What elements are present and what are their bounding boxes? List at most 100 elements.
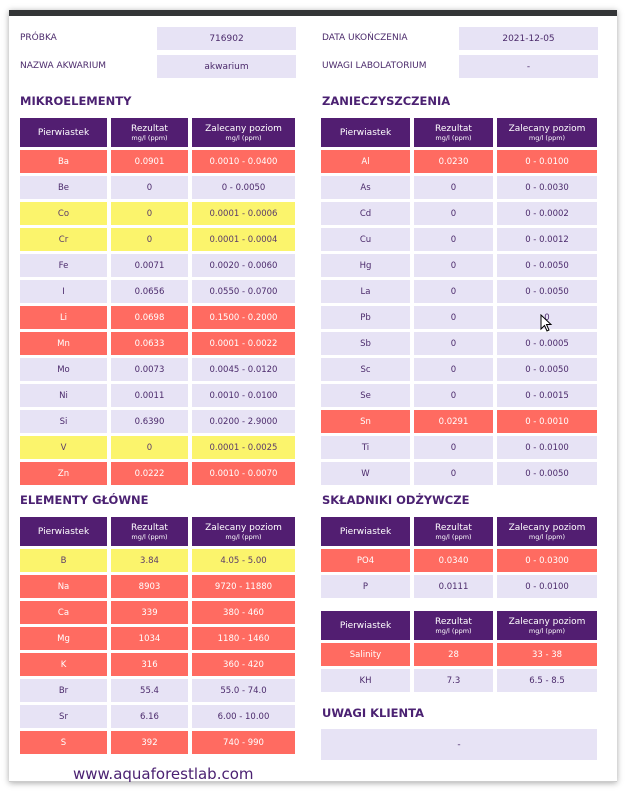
element-cell: Cu [321,228,410,251]
result-cell: 0 [414,202,493,225]
recommended-cell: 0.0010 - 0.0100 [192,384,295,407]
nutrients-table: Pierwiastek Rezultat mg/l (ppm) Zalecany po… [321,517,597,601]
table-row: Si 0.6390 0.0200 - 2.9000 [20,410,295,433]
table-header: Pierwiastek Rezultat mg/l (ppm) Zalecany po… [321,517,597,546]
element-cell: I [20,280,107,303]
result-cell: 0.0291 [414,410,493,433]
result-cell: 6.16 [111,705,188,728]
micro-table: Pierwiastek Rezultat mg/l (ppm) Zalecany po… [20,118,295,488]
recommended-cell: 0 - 0.0050 [497,358,597,381]
recommended-cell: 0 [497,306,597,329]
table-header: Pierwiastek Rezultat mg/l (ppm) Zalecany po… [321,611,597,640]
table-row: Pb 0 0 [321,306,597,329]
element-cell: Na [20,575,107,598]
recommended-cell: 0.0200 - 2.9000 [192,410,295,433]
header-result: Rezultat mg/l (ppm) [111,517,188,546]
header-recommended: Zalecany poziom mg/l (ppm) [497,517,597,546]
result-cell: 0 [414,176,493,199]
header-label: Rezultat [435,522,472,533]
top-bar [9,10,617,16]
element-cell: Ti [321,436,410,459]
unit-label: mg/l (ppm) [528,532,566,541]
unit-label: mg/l (ppm) [435,626,472,635]
element-cell: Sn [321,410,410,433]
element-cell: W [321,462,410,485]
unit-label: mg/l (ppm) [131,532,168,541]
main-table: Pierwiastek Rezultat mg/l (ppm) Zalecany po… [20,517,295,757]
recommended-cell: 0 - 0.0100 [497,150,597,173]
recommended-cell: 6.5 - 8.5 [497,669,597,692]
header-label: Zalecany poziom [205,123,282,134]
lab-notes-value: - [459,55,598,78]
element-cell: Li [20,306,107,329]
element-cell: Hg [321,254,410,277]
element-cell: Zn [20,462,107,485]
table-row: P 0.0111 0 - 0.0100 [321,575,597,598]
element-cell: V [20,436,107,459]
recommended-cell: 0 - 0.0010 [497,410,597,433]
result-cell: 7.3 [414,669,493,692]
header-label: Rezultat [131,123,168,134]
header-label: Zalecany poziom [508,123,586,134]
element-cell: Ba [20,150,107,173]
aquarium-label: NAZWA AKWARIUM [20,61,107,71]
header-label: Pierwiastek [339,127,392,138]
element-cell: Fe [20,254,107,277]
header-label: Zalecany poziom [508,616,586,627]
result-cell: 3.84 [111,549,188,572]
element-cell: Ni [20,384,107,407]
element-cell: Co [20,202,107,225]
result-cell: 0.0633 [111,332,188,355]
recommended-cell: 0 - 0.0100 [497,575,597,598]
website-link[interactable]: www.aquaforestlab.com [73,765,254,783]
result-cell: 0 [111,176,188,199]
table-row: Ti 0 0 - 0.0100 [321,436,597,459]
element-cell: B [20,549,107,572]
recommended-cell: 0.0045 - 0.0120 [192,358,295,381]
element-cell: Mn [20,332,107,355]
recommended-cell: 0.0001 - 0.0004 [192,228,295,251]
result-cell: 0.0901 [111,150,188,173]
header-label: Pierwiastek [37,526,90,537]
recommended-cell: 360 - 420 [192,653,295,676]
element-cell: Al [321,150,410,173]
element-cell: Sr [20,705,107,728]
table-row: Li 0.0698 0.1500 - 0.2000 [20,306,295,329]
result-cell: 0.0071 [111,254,188,277]
header-element: Pierwiastek [321,517,410,546]
table-header: Pierwiastek Rezultat mg/l (ppm) Zalecany po… [321,118,597,147]
table-row: Zn 0.0222 0.0010 - 0.0070 [20,462,295,485]
element-cell: La [321,280,410,303]
table-row: Cu 0 0 - 0.0012 [321,228,597,251]
recommended-cell: 0 - 0.0050 [497,254,597,277]
table-row: V 0 0.0001 - 0.0025 [20,436,295,459]
client-notes-title: UWAGI KLIENTA [322,706,424,720]
table-row: I 0.0656 0.0550 - 0.0700 [20,280,295,303]
element-cell: Se [321,384,410,407]
table-row: Sr 6.16 6.00 - 10.00 [20,705,295,728]
element-cell: Mg [20,627,107,650]
recommended-cell: 0 - 0.0050 [497,280,597,303]
unit-label: mg/l (ppm) [435,133,472,142]
header-label: Zalecany poziom [205,522,282,533]
element-cell: Cr [20,228,107,251]
element-cell: Sc [321,358,410,381]
table-row: Br 55.4 55.0 - 74.0 [20,679,295,702]
table-row: Hg 0 0 - 0.0050 [321,254,597,277]
result-cell: 0 [111,436,188,459]
recommended-cell: 0.0550 - 0.0700 [192,280,295,303]
recommended-cell: 0 - 0.0050 [192,176,295,199]
header-recommended: Zalecany poziom mg/l (ppm) [192,517,295,546]
recommended-cell: 0 - 0.0005 [497,332,597,355]
unit-label: mg/l (ppm) [131,133,168,142]
unit-label: mg/l (ppm) [225,532,262,541]
recommended-cell: 0.0001 - 0.0022 [192,332,295,355]
header-result: Rezultat mg/l (ppm) [414,611,493,640]
table-row: Ba 0.0901 0.0010 - 0.0400 [20,150,295,173]
recommended-cell: 0 - 0.0015 [497,384,597,407]
table-row: B 3.84 4.05 - 5.00 [20,549,295,572]
nutrients-title: SKŁADNIKI ODŻYWCZE [322,493,470,507]
other-table: Pierwiastek Rezultat mg/l (ppm) Zalecany po… [321,611,597,695]
recommended-cell: 0 - 0.0012 [497,228,597,251]
